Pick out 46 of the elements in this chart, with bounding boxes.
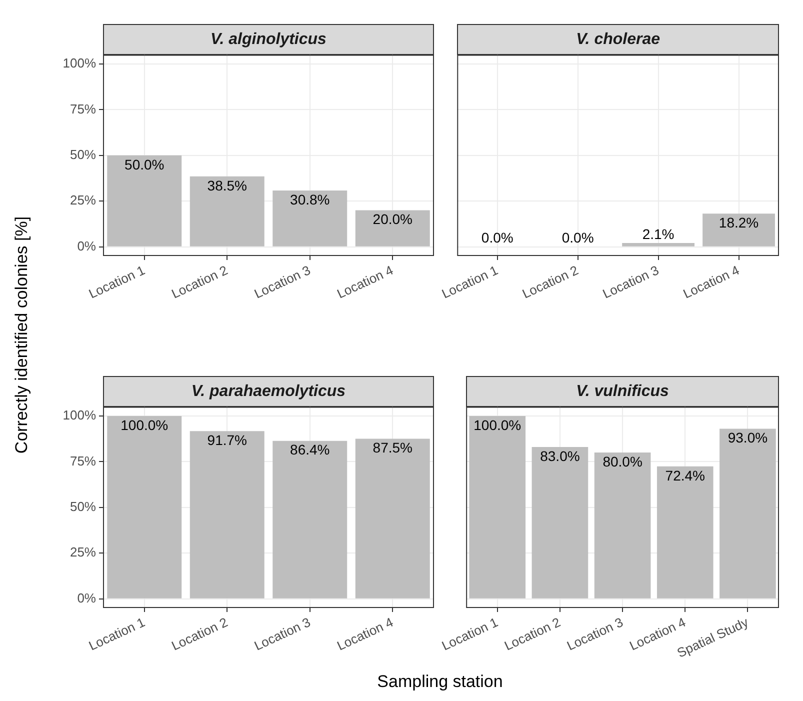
bar	[107, 155, 182, 246]
data-label: 100.0%	[474, 416, 522, 433]
x-axis-title: Sampling station	[377, 672, 503, 692]
y-tick-label: 25%	[70, 544, 96, 560]
bar	[107, 416, 182, 598]
y-tick-label: 0%	[77, 238, 96, 254]
data-label: 80.0%	[602, 453, 642, 470]
bar	[355, 438, 430, 598]
y-tick-label: 50%	[70, 146, 96, 162]
data-label: 72.4%	[665, 467, 705, 484]
y-tick-label: 100%	[62, 56, 96, 71]
y-tick-label: 100%	[62, 408, 96, 423]
data-label: 86.4%	[290, 442, 330, 458]
data-label: 83.0%	[540, 448, 580, 464]
chart-title: V. cholerae	[457, 24, 779, 55]
data-label: 100.0%	[120, 416, 168, 433]
data-label: 91.7%	[207, 432, 247, 448]
bar	[190, 176, 264, 246]
y-tick-label: 25%	[70, 192, 96, 208]
data-label: 20.0%	[372, 211, 412, 228]
data-label: 18.2%	[718, 214, 759, 230]
y-tick-label: 0%	[77, 590, 96, 606]
y-tick-label: 50%	[70, 498, 96, 514]
chart-title: V. vulnificus	[466, 376, 779, 407]
data-label: 0.0%	[481, 230, 514, 246]
bar	[656, 466, 714, 598]
bar	[272, 440, 348, 598]
data-label: 50.0%	[124, 156, 164, 172]
data-label: 38.5%	[207, 177, 247, 194]
bar	[594, 452, 651, 598]
data-label: 87.5%	[372, 440, 412, 456]
bar	[720, 428, 776, 598]
bar	[355, 210, 430, 246]
y-tick-label: 75%	[70, 101, 96, 116]
data-label: 2.1%	[642, 226, 674, 242]
bar	[272, 190, 348, 246]
y-axis-title: Correctly identified colonies [%]	[12, 216, 32, 454]
chart-title: V. alginolyticus	[103, 24, 434, 55]
data-label: 93.0%	[728, 430, 768, 446]
data-label: 30.8%	[290, 191, 330, 208]
data-label: 0.0%	[562, 230, 594, 246]
bar	[190, 431, 264, 598]
bar	[469, 416, 526, 598]
chart-title: V. parahaemolyticus	[103, 376, 434, 407]
y-tick-label: 75%	[70, 453, 96, 468]
bar	[532, 447, 588, 598]
